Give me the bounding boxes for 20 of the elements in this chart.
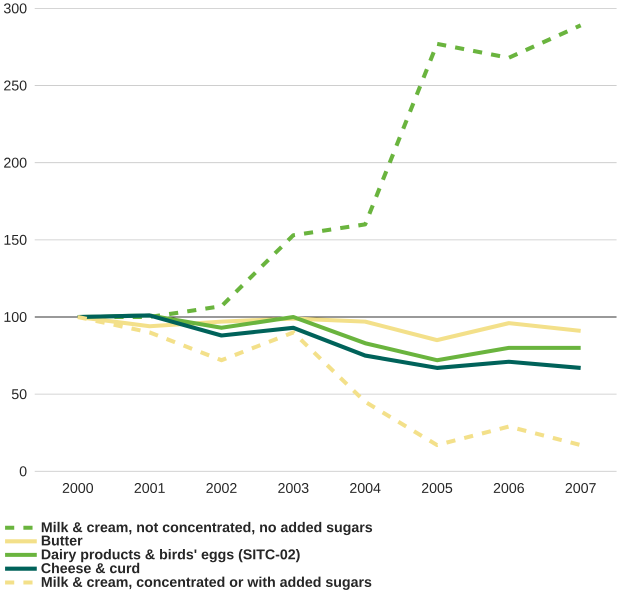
x-tick-label: 2004	[350, 482, 381, 493]
x-tick-label: 2001	[134, 482, 165, 493]
x-tick-label: 2007	[566, 482, 596, 493]
legend-label: Dairy products & birds' eggs (SITC-02)	[42, 548, 300, 562]
y-tick-label: 100	[4, 312, 27, 322]
y-tick-label: 300	[4, 3, 27, 14]
x-tick-label: 2002	[206, 482, 237, 493]
y-tick-label: 0	[20, 466, 27, 476]
x-tick-label: 2000	[62, 482, 94, 493]
legend-label: Cheese & curd	[41, 562, 140, 573]
x-tick-label: 2003	[278, 482, 308, 493]
legend-label: Milk & cream, concentrated or with added sugars	[42, 576, 372, 590]
y-tick-label: 250	[4, 80, 27, 90]
x-tick-label: 2006	[494, 482, 524, 493]
legend-label: Milk & cream, not concentrated, no added sugars	[42, 522, 372, 535]
y-tick-label: 200	[4, 157, 27, 168]
y-tick-label: 150	[4, 234, 27, 245]
y-tick-label: 50	[12, 388, 27, 399]
x-tick-label: 2005	[422, 482, 452, 493]
legend-label: Butter	[42, 535, 82, 546]
